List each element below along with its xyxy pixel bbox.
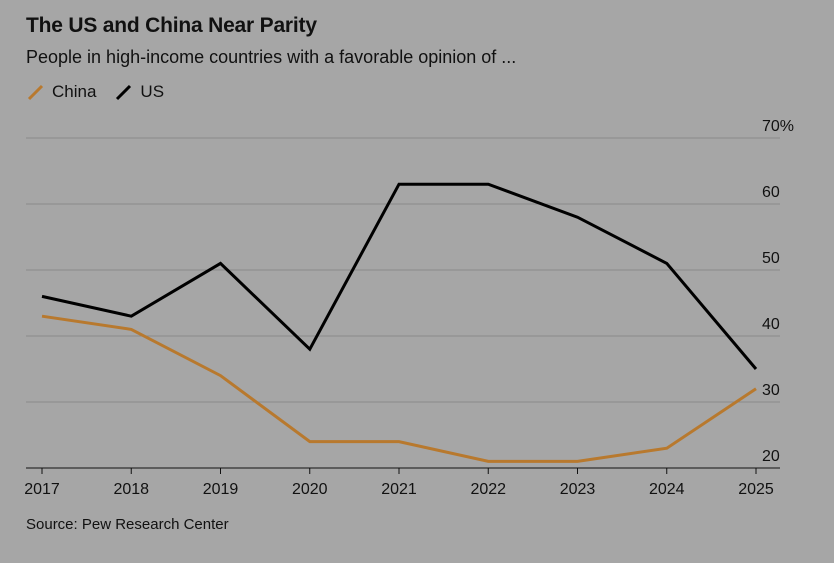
legend-swatch-us bbox=[116, 84, 132, 101]
source-note: Source: Pew Research Center bbox=[26, 516, 229, 533]
y-tick-label-40: 40 bbox=[762, 316, 780, 333]
legend-item-us: US bbox=[114, 82, 164, 102]
series-line-us bbox=[41, 182, 758, 370]
legend: China US bbox=[26, 82, 182, 102]
x-tick-label-2025: 2025 bbox=[738, 481, 774, 498]
x-tick-label-2023: 2023 bbox=[560, 481, 596, 498]
x-tick-label-2024: 2024 bbox=[649, 481, 685, 498]
chart-subtitle: People in high-income countries with a f… bbox=[26, 47, 517, 67]
legend-label-us: US bbox=[140, 82, 165, 101]
y-tick-label-20: 20 bbox=[762, 448, 780, 465]
legend-item-china: China bbox=[26, 82, 96, 102]
x-tick-label-2017: 2017 bbox=[24, 481, 60, 498]
y-tick-label-70: 70% bbox=[762, 118, 794, 135]
y-tick-label-50: 50 bbox=[762, 250, 780, 267]
x-tick-label-2021: 2021 bbox=[381, 481, 417, 498]
x-tick-label-2019: 2019 bbox=[203, 481, 239, 498]
y-tick-label-60: 60 bbox=[762, 184, 780, 201]
y-tick-label-30: 30 bbox=[762, 382, 780, 399]
series-line-china bbox=[41, 314, 757, 463]
chart-title: The US and China Near Parity bbox=[26, 14, 317, 37]
legend-swatch-china bbox=[27, 84, 44, 101]
x-tick-label-2022: 2022 bbox=[470, 481, 506, 498]
x-tick-label-2020: 2020 bbox=[292, 481, 328, 498]
x-tick-label-2018: 2018 bbox=[113, 481, 149, 498]
legend-label-china: China bbox=[52, 82, 97, 101]
